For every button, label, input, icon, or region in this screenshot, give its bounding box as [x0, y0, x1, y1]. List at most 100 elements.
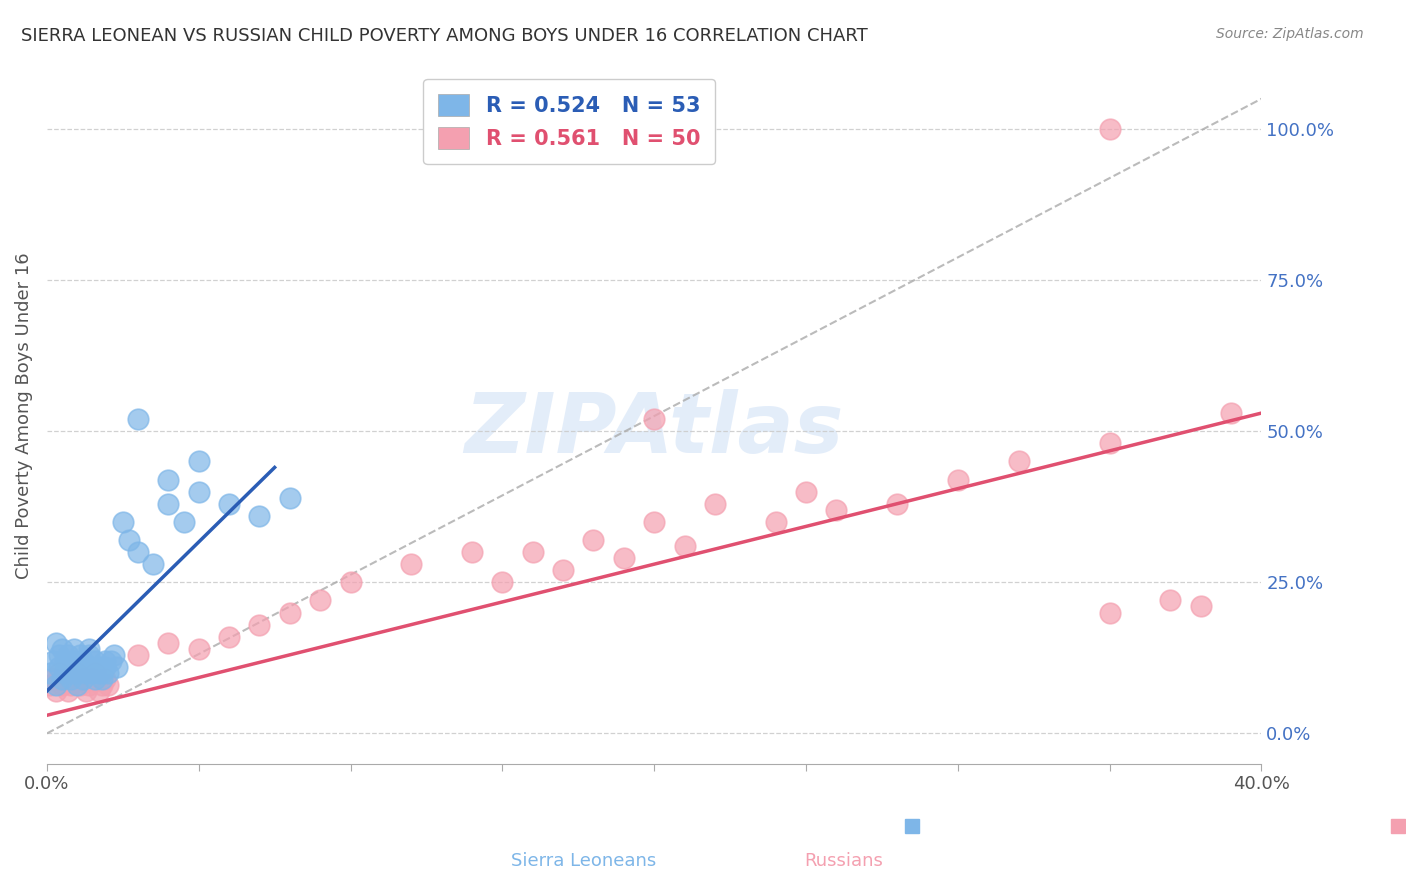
Point	[278, 606, 301, 620]
Point	[69, 678, 91, 692]
Point	[118, 533, 141, 547]
Point	[886, 497, 908, 511]
Point	[127, 648, 149, 662]
Point	[79, 641, 101, 656]
Text: ZIPAtlas: ZIPAtlas	[464, 390, 844, 470]
Point	[643, 412, 665, 426]
Point	[1098, 436, 1121, 450]
Point	[84, 672, 107, 686]
Point	[87, 684, 110, 698]
Point	[218, 497, 240, 511]
Point	[1220, 406, 1243, 420]
Point	[84, 654, 107, 668]
Point	[643, 122, 665, 136]
Point	[75, 684, 97, 698]
Point	[157, 473, 180, 487]
Point	[97, 678, 120, 692]
Point	[48, 660, 70, 674]
Point	[72, 654, 94, 668]
Point	[56, 684, 79, 698]
Point	[309, 593, 332, 607]
Point	[82, 672, 104, 686]
Point	[79, 648, 101, 662]
Point	[582, 533, 605, 547]
Point	[461, 545, 484, 559]
Point	[72, 672, 94, 686]
Point	[187, 641, 209, 656]
Legend: R = 0.524   N = 53, R = 0.561   N = 50: R = 0.524 N = 53, R = 0.561 N = 50	[423, 78, 714, 164]
Point	[66, 665, 89, 680]
Point	[90, 672, 112, 686]
Point	[1007, 454, 1029, 468]
Text: Sierra Leoneans: Sierra Leoneans	[510, 852, 657, 870]
Point	[53, 654, 76, 668]
Point	[173, 515, 195, 529]
Point	[673, 539, 696, 553]
Point	[127, 412, 149, 426]
Point	[401, 557, 423, 571]
Point	[643, 515, 665, 529]
Point	[825, 502, 848, 516]
Point	[42, 672, 65, 686]
Point	[90, 678, 112, 692]
Text: SIERRA LEONEAN VS RUSSIAN CHILD POVERTY AMONG BOYS UNDER 16 CORRELATION CHART: SIERRA LEONEAN VS RUSSIAN CHILD POVERTY …	[21, 27, 868, 45]
Point	[56, 648, 79, 662]
Point	[93, 654, 115, 668]
Point	[90, 665, 112, 680]
Point	[187, 454, 209, 468]
Point	[75, 660, 97, 674]
Point	[45, 678, 67, 692]
Point	[42, 654, 65, 668]
Point	[82, 665, 104, 680]
Point	[53, 672, 76, 686]
Point	[491, 575, 513, 590]
Point	[48, 665, 70, 680]
Point	[87, 665, 110, 680]
Point	[84, 665, 107, 680]
Point	[97, 665, 120, 680]
Point	[946, 473, 969, 487]
Point	[703, 497, 725, 511]
Point	[69, 648, 91, 662]
Point	[39, 665, 62, 680]
Point	[127, 545, 149, 559]
Point	[93, 660, 115, 674]
Point	[45, 684, 67, 698]
Point	[48, 648, 70, 662]
Point	[51, 641, 73, 656]
Point	[51, 672, 73, 686]
Point	[39, 678, 62, 692]
Y-axis label: Child Poverty Among Boys Under 16: Child Poverty Among Boys Under 16	[15, 252, 32, 580]
Point	[63, 654, 86, 668]
Point	[53, 665, 76, 680]
Point	[339, 575, 361, 590]
Point	[72, 672, 94, 686]
Point	[157, 636, 180, 650]
Point	[60, 672, 83, 686]
Point	[613, 551, 636, 566]
Point	[82, 660, 104, 674]
Point	[56, 660, 79, 674]
Point	[87, 660, 110, 674]
Point	[187, 484, 209, 499]
Point	[105, 660, 128, 674]
Point	[249, 508, 271, 523]
Point	[157, 497, 180, 511]
Point	[765, 515, 787, 529]
Point	[522, 545, 544, 559]
Text: Source: ZipAtlas.com: Source: ZipAtlas.com	[1216, 27, 1364, 41]
Point	[249, 617, 271, 632]
Point	[63, 641, 86, 656]
Point	[75, 665, 97, 680]
Point	[66, 678, 89, 692]
Point	[63, 672, 86, 686]
Point	[45, 636, 67, 650]
Point	[1159, 593, 1181, 607]
Point	[1098, 606, 1121, 620]
Point	[66, 665, 89, 680]
Point	[551, 563, 574, 577]
Point	[93, 672, 115, 686]
Point	[218, 630, 240, 644]
Point	[278, 491, 301, 505]
Point	[1098, 122, 1121, 136]
